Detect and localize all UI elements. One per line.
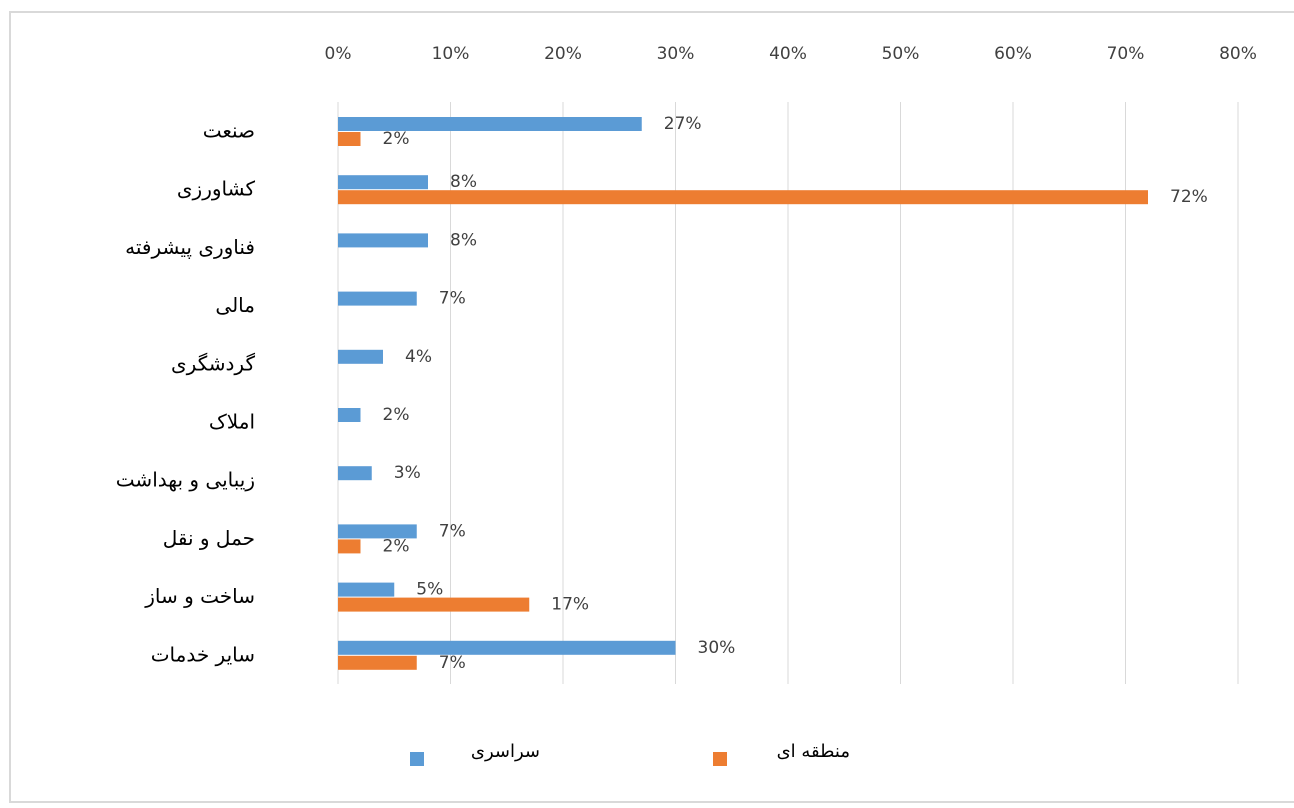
bar: [338, 233, 428, 248]
x-tick-label: 50%: [882, 44, 920, 64]
x-tick-label: 30%: [657, 44, 695, 64]
data-label: 7%: [439, 653, 466, 673]
bar: [338, 539, 361, 554]
data-label: 8%: [450, 172, 477, 192]
category-label: ساخت و ساز: [144, 584, 255, 608]
x-tick-label: 10%: [432, 44, 470, 64]
data-label: 30%: [698, 638, 736, 658]
bar: [338, 524, 417, 539]
category-label: کشاورزی: [177, 177, 256, 201]
data-label: 27%: [664, 114, 702, 134]
data-label: 8%: [450, 230, 477, 250]
data-label: 2%: [383, 129, 410, 149]
bar: [338, 655, 417, 670]
bar: [338, 132, 361, 146]
bar: [338, 175, 428, 190]
x-tick-label: 60%: [994, 44, 1032, 64]
bar: [338, 466, 372, 481]
chart-border: [9, 11, 1294, 803]
bar: [338, 640, 676, 655]
bar: [338, 408, 361, 422]
legend-label: منطقه ای: [777, 741, 850, 762]
bar: [338, 597, 530, 612]
data-label: 5%: [416, 580, 443, 600]
data-label: 4%: [405, 347, 432, 367]
data-label: 2%: [383, 536, 410, 556]
category-label: املاک: [209, 410, 255, 434]
category-label: صنعت: [203, 119, 255, 143]
data-label: 2%: [383, 405, 410, 425]
legend-label: سراسری: [471, 741, 540, 762]
bar: [338, 582, 395, 597]
x-tick-label: 0%: [325, 44, 352, 64]
legend-swatch: [410, 752, 424, 766]
x-tick-label: 40%: [769, 44, 807, 64]
category-label: حمل و نقل: [163, 526, 255, 550]
bar: [338, 190, 1148, 205]
data-label: 17%: [551, 595, 589, 615]
bar: [338, 117, 642, 131]
category-label: سایر خدمات: [151, 642, 255, 666]
data-label: 7%: [439, 289, 466, 309]
category-label: زیبایی و بهداشت: [116, 468, 255, 492]
data-label: 72%: [1170, 187, 1208, 207]
bar: [338, 349, 383, 364]
bar: [338, 291, 417, 306]
category-label: گردشگری: [171, 351, 255, 375]
x-tick-label: 20%: [544, 44, 582, 64]
category-label: فناوری پیشرفته: [125, 235, 255, 260]
data-label: 7%: [439, 521, 466, 541]
legend-swatch: [713, 752, 727, 766]
category-label: مالی: [215, 293, 255, 317]
x-tick-label: 70%: [1107, 44, 1145, 64]
x-tick-label: 80%: [1219, 44, 1257, 64]
data-label: 3%: [394, 463, 421, 483]
